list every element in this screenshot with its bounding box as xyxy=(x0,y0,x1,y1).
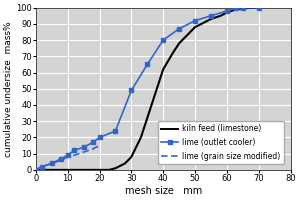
Legend: kiln feed (limestone), lime (outlet cooler), lime (grain size modified): kiln feed (limestone), lime (outlet cool… xyxy=(158,121,284,164)
Y-axis label: cumulative undersize  mass%: cumulative undersize mass% xyxy=(4,21,13,157)
X-axis label: mesh size   mm: mesh size mm xyxy=(124,186,202,196)
